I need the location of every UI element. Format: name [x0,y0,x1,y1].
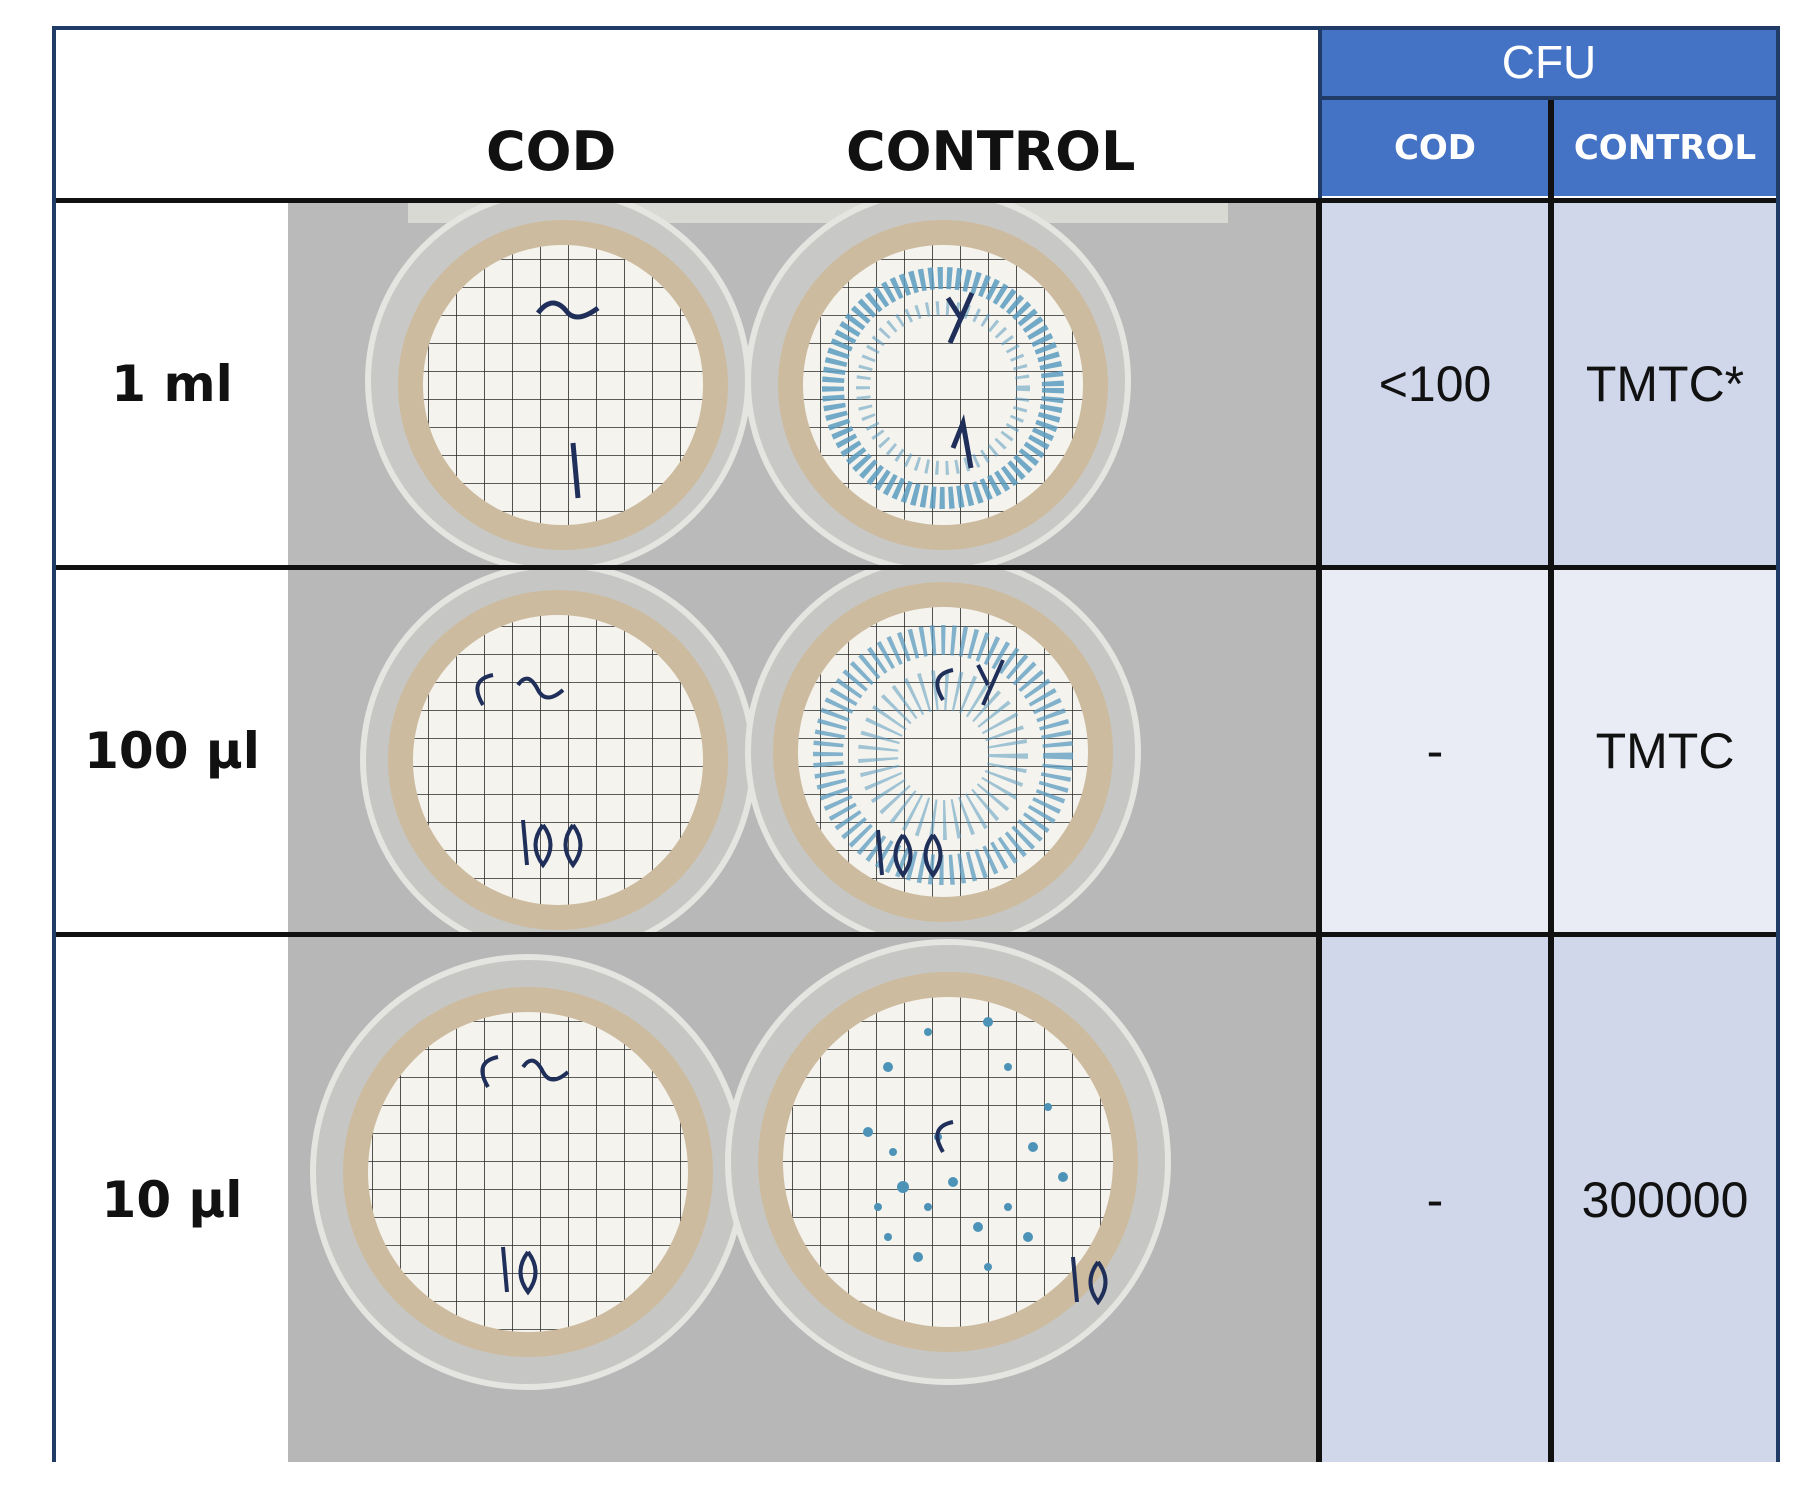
cfu-control-100ul: TMTC [1554,570,1776,932]
col-divider-photo-cfu [1316,198,1322,1462]
row-divider-2 [56,932,1776,937]
cfu-header: CFU [1322,30,1776,96]
cfu-header-divider [1322,96,1776,100]
cfu-control-10ul: 300000 [1554,937,1776,1462]
column-header-control: CONTROL [846,120,1136,183]
header-col-divider [1318,30,1322,198]
header-divider [56,198,1776,203]
cfu-cod-1ml: <100 [1322,203,1548,565]
row-label-100ul: 100 µl [56,570,288,932]
cfu-subheader-control: CONTROL [1554,100,1776,196]
photo-row-1ml [288,203,1318,565]
row-divider-1 [56,565,1776,570]
row-label-10ul: 10 µl [56,937,288,1462]
cfu-control-1ml: TMTC* [1554,203,1776,565]
row-label-1ml: 1 ml [56,203,288,565]
cfu-cod-100ul: - [1322,570,1548,932]
header-left: COD CONTROL [56,30,1318,198]
column-header-cod: COD [486,120,617,183]
cfu-cod-10ul: - [1322,937,1548,1462]
cfu-subheader-cod: COD [1322,100,1548,196]
results-table: COD CONTROL CFU COD CONTROL 1 ml 100 µl … [52,26,1780,1462]
photo-row-10ul [288,937,1318,1462]
col-divider-cfu [1548,96,1554,1462]
photo-row-100ul [288,570,1318,932]
